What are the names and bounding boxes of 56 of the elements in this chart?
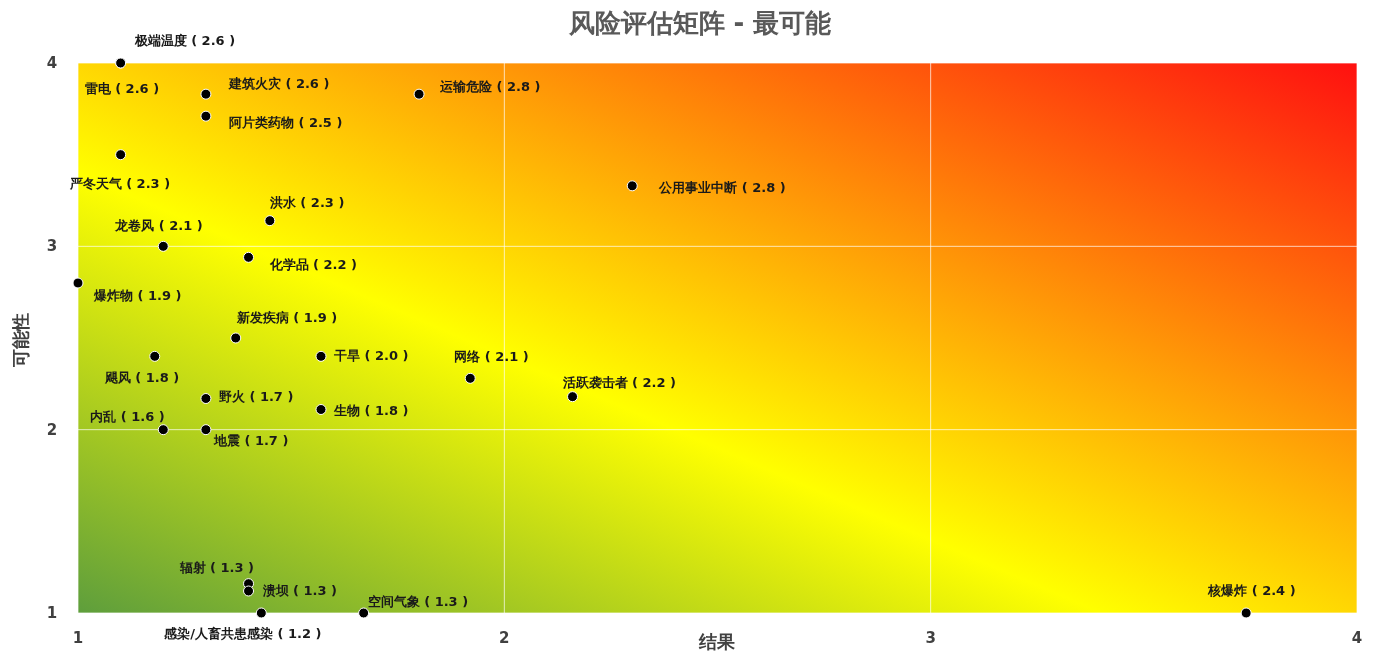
y-tick-label: 3 [46, 237, 58, 256]
annotation: 运输危险 ( 2.8 ) [439, 79, 541, 95]
annotation: 干旱 ( 2.0 ) [333, 348, 409, 364]
point [200, 424, 212, 436]
y-tick-label: 4 [46, 54, 58, 72]
annotation: 核爆炸 ( 2.4 ) [1207, 583, 1296, 598]
annotation: 感染/人畜共患感染 ( 1.2 ) [163, 626, 322, 641]
point [315, 404, 327, 415]
annotation: 阿片类药物 ( 2.5 ) [228, 115, 343, 131]
annotation: 洪水 ( 2.3 ) [268, 194, 345, 210]
y-tick-label: 1 [46, 604, 58, 622]
point [157, 240, 169, 252]
annotation: 空间气象 ( 1.3 ) [367, 594, 469, 609]
annotation: 辐射 ( 1.3 ) [178, 559, 255, 575]
point [358, 607, 370, 619]
annotation: 内乱 ( 1.6 ) [90, 408, 165, 424]
point [230, 332, 242, 344]
point [243, 251, 255, 263]
point [200, 110, 212, 122]
x-tick-label: 1 [72, 629, 84, 647]
y-tick-label: 2 [46, 420, 58, 439]
annotation: 化学品 ( 2.2 ) [268, 257, 358, 273]
point [200, 88, 212, 100]
x-tick-label: 3 [925, 629, 936, 647]
annotation: 地震 ( 1.7 ) [212, 432, 289, 448]
x-tick-label: 4 [1351, 629, 1363, 647]
annotation: 爆炸物 ( 1.9 ) [93, 288, 182, 303]
point [264, 215, 276, 227]
annotation: 极端温度 ( 2.6 ) [133, 33, 236, 48]
point [413, 88, 425, 100]
annotation: 野火 ( 1.7 ) [218, 388, 294, 404]
annotation: 活跃袭击者 ( 2.2 ) [561, 374, 677, 390]
x-axis-title: 结果 [698, 631, 736, 652]
annotation: 飓风 ( 1.8 ) [103, 370, 180, 386]
point [315, 350, 327, 362]
point [200, 393, 212, 404]
point [157, 424, 169, 436]
point [626, 180, 638, 192]
point [464, 372, 476, 384]
annotation: 雷电 ( 2.6 ) [84, 81, 160, 96]
point [567, 391, 579, 403]
annotation: 新发疾病 ( 1.9 ) [235, 310, 338, 325]
annotation: 溃坝 ( 1.3 ) [261, 583, 338, 598]
annotation: 公用事业中断 ( 2.8 ) [658, 179, 786, 195]
x-tick-label: 2 [499, 629, 510, 647]
annotation: 建筑火灾 ( 2.6 ) [227, 76, 330, 92]
point [1240, 607, 1252, 619]
annotation: 龙卷风 ( 2.1 ) [114, 218, 203, 234]
annotation: 生物 ( 1.8 ) [333, 402, 409, 418]
point [255, 607, 267, 619]
y-axis-title: 可能性 [10, 313, 31, 368]
point [149, 350, 161, 362]
point [72, 277, 84, 289]
chart-title: 风险评估矩阵 - 最可能 [567, 8, 832, 38]
point [243, 585, 255, 597]
point [115, 149, 127, 161]
